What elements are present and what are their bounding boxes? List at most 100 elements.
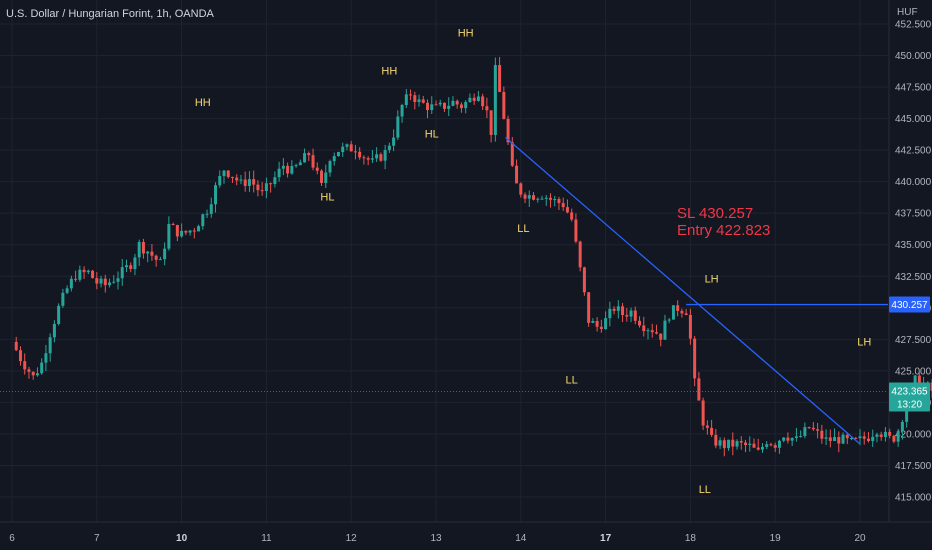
candle-body <box>896 431 900 442</box>
candle-body <box>659 333 663 340</box>
pattern-label: HL <box>320 192 334 204</box>
candle-body <box>31 371 35 376</box>
candle-body <box>705 425 709 428</box>
price-tick-label: 435.000 <box>895 240 932 251</box>
candle-body <box>252 179 256 185</box>
candle-body <box>226 170 230 177</box>
candle-body <box>417 99 421 103</box>
candle-body <box>201 214 205 227</box>
candle-body <box>502 91 506 119</box>
price-tick-label: 440.000 <box>895 177 932 188</box>
time-tick-label: 10 <box>176 533 188 544</box>
candle-body <box>667 319 671 321</box>
candle-body <box>506 118 510 143</box>
candle-body <box>290 165 294 174</box>
candle-body <box>332 156 336 162</box>
candle-body <box>888 431 892 436</box>
candle-body <box>269 183 273 185</box>
candle-body <box>883 431 887 437</box>
candle-body <box>599 326 603 330</box>
candle-body <box>438 102 442 105</box>
candle-body <box>752 443 756 448</box>
candle-body <box>82 269 86 273</box>
price-tick-label: 420.000 <box>895 429 932 440</box>
candle-body <box>23 361 27 370</box>
candle-body <box>731 439 735 447</box>
candle-body <box>629 310 633 317</box>
candle-body <box>468 97 472 103</box>
candle-body <box>875 434 879 437</box>
candle-body <box>141 242 145 254</box>
candle-body <box>209 204 213 214</box>
candle-body <box>811 427 815 430</box>
price-tick-label: 425.000 <box>895 366 932 377</box>
candle-body <box>498 65 502 92</box>
sl-price-tag <box>889 296 930 313</box>
candle-body <box>540 198 544 200</box>
candle-body <box>519 183 523 195</box>
candle-body <box>341 146 345 153</box>
candle-body <box>548 197 552 200</box>
pattern-label: LH <box>857 337 871 349</box>
candle-body <box>247 179 251 186</box>
candle-body <box>353 151 357 153</box>
candle-body <box>807 427 811 429</box>
candle-body <box>532 195 536 200</box>
candle-body <box>676 305 680 311</box>
candle-body <box>124 265 128 268</box>
candle-body <box>748 443 752 446</box>
candle-body <box>816 429 820 431</box>
time-tick-label: 13 <box>430 533 442 544</box>
candle-body <box>103 278 107 286</box>
symbol-title[interactable]: U.S. Dollar / Hungarian Forint, 1h, OAND… <box>6 8 214 20</box>
price-tick-label: 437.500 <box>895 209 932 220</box>
candle-body <box>862 436 866 439</box>
candle-body <box>786 437 790 441</box>
candle-body <box>158 259 162 261</box>
trade-annotation: SL 430.257 Entry 422.823 <box>677 205 770 239</box>
candle-body <box>833 437 837 441</box>
candle-body <box>336 152 340 157</box>
candle-body <box>900 421 904 432</box>
candle-body <box>222 170 226 177</box>
candle-body <box>536 198 540 200</box>
candle-body <box>150 251 154 256</box>
pattern-label: HH <box>381 65 397 77</box>
candle-body <box>298 162 302 166</box>
price-tick-label: 442.500 <box>895 146 932 157</box>
candle-body <box>171 223 175 225</box>
candle-body <box>722 440 726 449</box>
candle-body <box>383 150 387 161</box>
candle-body <box>137 242 141 258</box>
candle-body <box>366 158 370 160</box>
candle-body <box>120 267 124 279</box>
candle-body <box>824 437 828 439</box>
candle-body <box>799 436 803 438</box>
candle-body <box>625 315 629 317</box>
trendline[interactable] <box>505 137 861 445</box>
candle-body <box>642 325 646 332</box>
candle-body <box>760 446 764 450</box>
candle-body <box>616 306 620 311</box>
candle-body <box>765 444 769 447</box>
candle-body <box>866 438 870 442</box>
candle-body <box>61 292 65 306</box>
candle-body <box>91 270 95 279</box>
time-tick-label: 14 <box>515 533 527 544</box>
candle-body <box>451 100 455 106</box>
candles-group <box>14 56 932 457</box>
candle-body <box>663 320 667 340</box>
price-tick-label: 445.000 <box>895 114 932 125</box>
candle-body <box>565 207 569 213</box>
candle-body <box>328 161 332 173</box>
candle-body <box>362 157 366 159</box>
candle-body <box>697 378 701 401</box>
candle-body <box>561 203 565 208</box>
candle-body <box>409 94 413 96</box>
candle-body <box>192 230 196 232</box>
candle-body <box>803 427 807 437</box>
candle-body <box>701 400 705 426</box>
candle-body <box>14 341 18 351</box>
candle-body <box>65 288 69 293</box>
